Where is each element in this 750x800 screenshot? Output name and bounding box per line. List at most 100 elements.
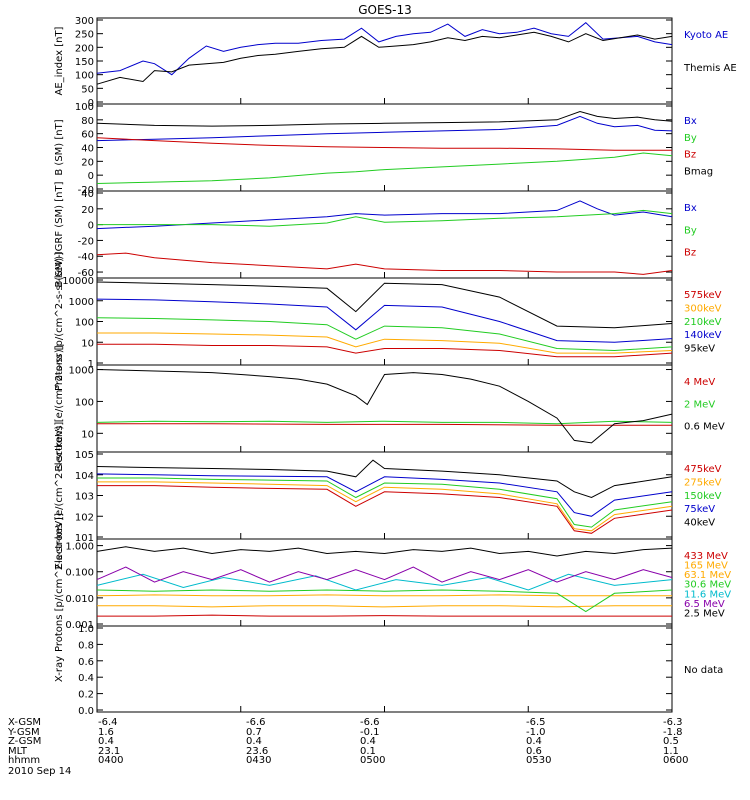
position-value: -6.4 [98,717,118,728]
y-axis-label: Electrons [e/(cm^2-s-sr)] [54,345,65,471]
y-tick-label: 80 [81,116,94,127]
y-tick-label: 100 [75,318,94,329]
legend-entry: 4 MeV [684,377,715,388]
position-row-label: Z-GSM [8,736,42,748]
legend-entry: 433 MeV [684,551,728,562]
legend-entry: By [684,133,697,144]
position-value: 0.4 [98,736,114,748]
legend-entry: 210keV [684,317,722,328]
position-value: 23.1 [98,745,121,757]
series-line-210kev [96,317,673,352]
legend-entry: 6.5 MeV [684,599,725,610]
position-value: -1.8 [663,726,683,738]
position-table: X-GSM -6.4 -6.6 -6.6 -6.5 -6.3 Y-GSM 1.6 0.7 -0.1… [8,718,708,766]
position-value: -6.6 [360,717,380,728]
position-row: hhmm 0400 0430 0500 0530 0600 [8,756,708,766]
legend-entry: Bmag [684,166,713,177]
y-tick-label: 10 [81,338,94,349]
y-tick-label: 0 [88,221,94,232]
y-tick-label: 102 [75,512,94,523]
y-tick-label: 10 [81,429,94,440]
position-row-label: X-GSM [8,717,42,728]
no-data-label: No data [684,665,723,676]
y-tick-label: 101 [75,533,94,544]
series-line-140kev [96,298,673,343]
y-axis-label: Protons [p/(cm^2-s-sr-keV)] [54,252,65,391]
y-tick-label: 1.0 [78,624,94,635]
position-value: -6.3 [663,717,683,728]
legend-entry: 300keV [684,303,722,314]
y-tick-label: 150 [75,57,94,68]
legend-entry: 150keV [684,491,722,502]
position-value: -0.1 [360,726,380,738]
position-row-label: hhmm [8,755,41,767]
y-tick-label: 0.2 [78,690,94,701]
y-axis-label: Protons [p/(cm^2-s-sr-keV)] [54,513,65,652]
legend-entry: 575keV [684,290,722,301]
panel-frame [96,625,673,713]
legend-entry: 63.1 MeV [684,570,731,581]
legend-entry: 475keV [684,464,722,475]
legend-entry: 40keV [684,518,715,529]
y-tick-label: 20 [81,157,94,168]
series-line-bmag [96,110,673,127]
y-tick-label: 1 [88,359,94,370]
y-axis-label: X-ray [54,656,65,682]
y-tick-label: 300 [75,16,94,27]
series-line-165-mev [97,605,672,608]
y-tick-label: 1.000 [65,542,94,553]
series-line-30.6-mev [96,589,673,613]
y-tick-label: -40 [78,252,94,263]
y-tick-label: 0.010 [65,594,94,605]
series-line-75kev [96,473,673,517]
series-line-by [96,152,673,184]
y-tick-label: 0.4 [78,673,94,684]
position-row-label: Y-GSM [8,726,40,738]
y-tick-label: 0.6 [78,657,94,668]
y-tick-label: 0.0 [78,706,94,717]
series-line-bx [96,200,673,230]
legend-entry: 0.6 MeV [684,422,725,433]
series-line-40kev [96,459,673,499]
legend-entry: Bz [684,150,696,161]
legend-entry: Bz [684,248,696,259]
y-axis-label: B(SM)-IGRF (SM) [nT] [54,181,65,287]
series-line-4-mev [97,423,672,426]
legend-entry: 95keV [684,344,715,355]
position-value: 0530 [526,755,552,767]
position-value: 0.4 [526,736,542,748]
position-row: Y-GSM 1.6 0.7 -0.1 -1.0 -1.8 [8,726,708,738]
y-tick-label: -20 [78,236,94,247]
series-line-475kev [97,485,673,534]
series-line-95kev [96,281,673,329]
y-tick-label: 105 [75,450,94,461]
y-tick-label: 50 [81,84,94,95]
position-value: 0500 [360,755,386,767]
legend-entry: By [684,225,697,236]
y-tick-label: 100 [75,397,94,408]
position-value: 0.4 [246,736,262,748]
position-value: 0.5 [663,736,679,748]
y-axis-label: Electrons [e/(cm^2-s-sr-keV)] [54,422,65,570]
legend-entry: Themis AE [683,63,737,74]
position-value: 0.1 [360,745,376,757]
series-line-kyoto-ae [96,22,673,76]
series-line-63.1-mev [96,594,672,597]
panel-frame [96,364,673,453]
position-value: 1.6 [98,726,114,738]
y-tick-label: -60 [78,268,94,279]
y-tick-label: 200 [75,43,94,54]
series-line-bz [96,252,673,275]
panel-frame [96,17,673,105]
legend-entry: 2 MeV [684,399,715,410]
y-tick-label: 100 [75,102,94,113]
y-tick-label: 1000 [69,297,94,308]
series-line-2.5-mev [96,546,673,557]
position-row-label: MLT [8,745,27,757]
y-tick-label: 100 [75,71,94,82]
series-line-575kev [97,343,673,358]
position-value: 0600 [663,755,689,767]
y-axis-label: AE_index [nT] [54,26,65,95]
